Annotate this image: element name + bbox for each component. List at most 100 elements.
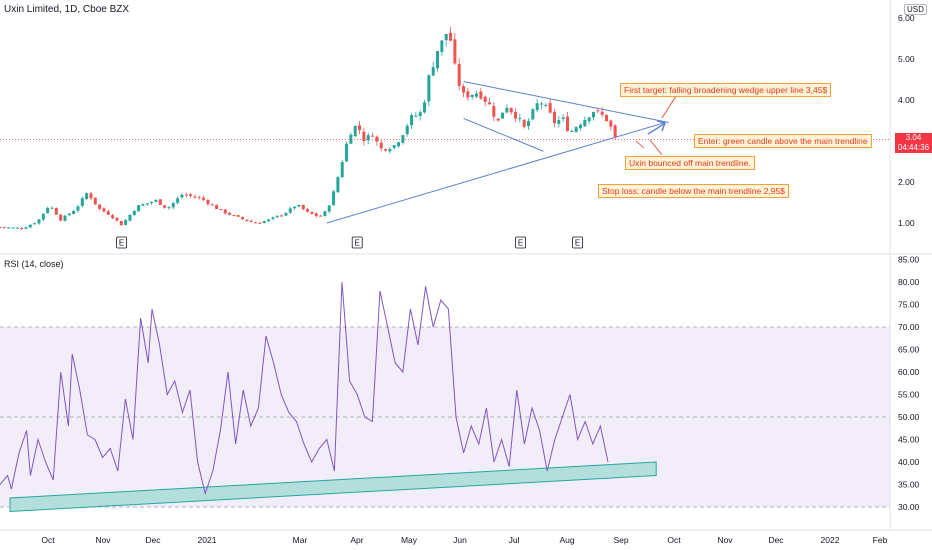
candle-body — [254, 222, 258, 224]
candle-body — [215, 204, 219, 210]
candle-body — [171, 202, 175, 208]
candle-body — [444, 33, 448, 41]
candle-body — [323, 211, 327, 217]
candle-body — [158, 199, 162, 205]
candle-body — [20, 228, 24, 230]
candle-body — [11, 227, 15, 229]
candle-body — [297, 205, 301, 207]
time-tick-label: Nov — [95, 535, 111, 545]
time-tick-label: Oct — [667, 535, 681, 545]
rsi-line — [0, 281, 609, 496]
rsi-tick-label: 30.00 — [898, 502, 920, 512]
candle-body — [479, 91, 483, 99]
candle-body — [210, 204, 214, 206]
price-tick-label: 6.00 — [898, 13, 915, 23]
candle-body — [578, 124, 582, 129]
candle-body — [431, 67, 435, 76]
candle-body — [128, 214, 132, 221]
rsi-tick-label: 80.00 — [898, 277, 920, 287]
candle-body — [280, 215, 284, 217]
candle-body — [336, 177, 340, 193]
time-tick-label: Dec — [145, 535, 161, 545]
candle-body — [449, 32, 453, 41]
candle-body — [2, 227, 6, 229]
rsi-tick-label: 50.00 — [898, 412, 920, 422]
candle-body — [379, 142, 383, 149]
candle-body — [423, 102, 427, 113]
candle-body — [284, 212, 288, 216]
candle-body — [115, 217, 119, 221]
candle-body — [388, 149, 392, 152]
candle-body — [544, 104, 548, 106]
candle-body — [76, 206, 80, 211]
candle-body — [358, 125, 362, 131]
candle-body — [332, 191, 336, 206]
candle-body — [552, 111, 556, 124]
candle-body — [111, 215, 115, 219]
annotation-pointer — [635, 140, 645, 149]
candle-body — [150, 201, 154, 203]
candle-body — [514, 111, 518, 119]
candle-body — [293, 206, 297, 209]
candle-body — [119, 220, 123, 226]
time-tick-label: May — [401, 535, 418, 545]
time-tick-label: Aug — [559, 535, 574, 545]
candle-body — [535, 103, 539, 111]
price-tick-label: 5.00 — [898, 54, 915, 64]
candle-body — [522, 119, 526, 127]
annotation-stop-loss: Stop loss: candle below the main trendli… — [598, 184, 789, 198]
rsi-tick-label: 85.00 — [898, 255, 920, 265]
time-tick-label: Feb — [873, 535, 888, 545]
rsi-tick-label: 70.00 — [898, 322, 920, 332]
candle-body — [427, 75, 431, 102]
candle-body — [202, 197, 206, 200]
candle-body — [54, 208, 58, 215]
candle-body — [37, 219, 41, 224]
candle-body — [362, 131, 366, 142]
time-tick-label: 2021 — [198, 535, 217, 545]
candle-body — [527, 120, 531, 127]
candle-body — [410, 114, 414, 126]
candle-body — [163, 205, 167, 208]
candle-body — [180, 194, 184, 198]
candle-body — [7, 227, 11, 229]
rsi-title: RSI (14, close) — [4, 259, 64, 269]
candle-body — [189, 194, 193, 196]
candle-body — [85, 193, 89, 200]
countdown-timer: 04:44:36 — [897, 143, 930, 152]
candle-body — [501, 112, 505, 119]
candle-body — [262, 221, 266, 224]
candle-body — [0, 227, 2, 229]
candle-body — [63, 215, 67, 221]
candle-body — [462, 86, 466, 93]
candle-body — [345, 143, 349, 162]
last-price-value: 3.04 — [905, 133, 922, 142]
candle-body — [609, 120, 613, 127]
time-tick-label: Mar — [293, 535, 308, 545]
rsi-tick-label: 75.00 — [898, 300, 920, 310]
candle-body — [492, 106, 496, 117]
candle-body — [236, 215, 240, 217]
wedge-upper-line — [463, 81, 669, 124]
candle-body — [488, 102, 492, 105]
annotation-bounce: Uxin bounced off main trendline. — [625, 156, 755, 170]
time-tick-label: Jul — [509, 535, 520, 545]
candle-body — [288, 208, 292, 213]
candle-body — [258, 222, 262, 224]
candle-body — [206, 200, 210, 205]
time-tick-label: Nov — [717, 535, 733, 545]
candle-body — [223, 209, 227, 214]
annotation-first-target: First target: falling broadening wedge u… — [620, 83, 832, 97]
currency-badge[interactable]: USD — [904, 4, 927, 15]
candle-body — [353, 125, 357, 137]
candle-body — [124, 220, 128, 226]
candle-body — [167, 207, 171, 209]
candle-body — [414, 115, 418, 117]
earnings-marker — [116, 236, 127, 249]
candle-body — [80, 198, 84, 206]
candle-body — [574, 127, 578, 132]
candle-body — [613, 125, 617, 137]
candle-body — [371, 135, 375, 137]
